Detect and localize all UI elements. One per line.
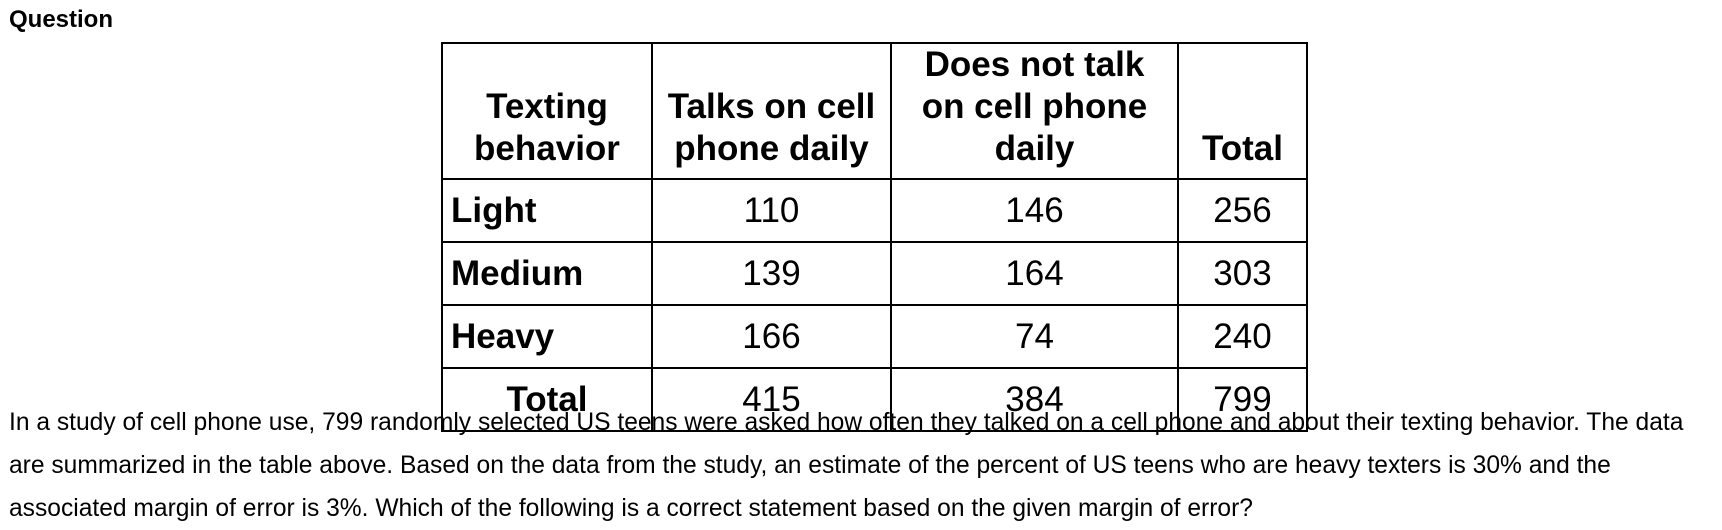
- table-cell: 146: [890, 178, 1179, 243]
- table-cell: 164: [890, 241, 1179, 306]
- table-cell: 799: [1177, 367, 1308, 432]
- table-cell: 384: [890, 367, 1179, 432]
- table-cell: 110: [651, 178, 892, 243]
- header-row: Texting behavior Talks on cell phone dail…: [441, 42, 1308, 180]
- table-cell: 166: [651, 304, 892, 369]
- table-cell: 303: [1177, 241, 1308, 306]
- row-header: Heavy: [441, 304, 653, 369]
- table-row: Medium 139 164 303: [441, 241, 1308, 306]
- table-row: Total 415 384 799: [441, 367, 1308, 432]
- header-cell: Texting behavior: [441, 42, 653, 180]
- table-cell: 256: [1177, 178, 1308, 243]
- question-label: Question: [9, 6, 114, 33]
- table-cell: 240: [1177, 304, 1308, 369]
- header-cell: Talks on cell phone daily: [651, 42, 892, 180]
- table-cell: 415: [651, 367, 892, 432]
- row-header: Medium: [441, 241, 653, 306]
- table-row: Heavy 166 74 240: [441, 304, 1308, 369]
- row-header: Light: [441, 178, 653, 243]
- question-text: In a study of cell phone use, 799 random…: [9, 409, 1684, 522]
- row-header: Total: [441, 367, 653, 432]
- table-row: Light 110 146 256: [441, 178, 1308, 243]
- header-cell: Total: [1177, 42, 1308, 180]
- data-table: Texting behavior Talks on cell phone dail…: [441, 42, 1308, 432]
- table-cell: 74: [890, 304, 1179, 369]
- header-cell: Does not talk on cell phone daily: [890, 42, 1179, 180]
- table-body: Light 110 146 256 Medium 139 164 303 Heavy 166 74 2…: [441, 178, 1308, 432]
- table-cell: 139: [651, 241, 892, 306]
